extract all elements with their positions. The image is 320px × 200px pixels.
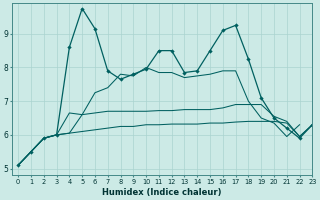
X-axis label: Humidex (Indice chaleur): Humidex (Indice chaleur) <box>102 188 222 197</box>
